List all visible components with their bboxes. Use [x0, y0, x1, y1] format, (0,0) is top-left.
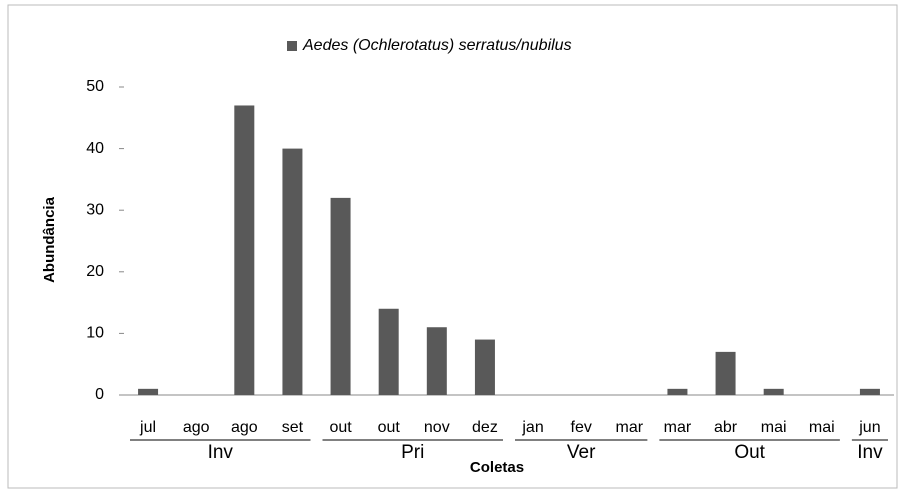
- x-tick-label: ago: [183, 419, 210, 436]
- x-tick-label: nov: [424, 419, 450, 436]
- y-tick-label: 40: [86, 140, 104, 157]
- bar: [474, 339, 495, 395]
- group-label: Ver: [567, 442, 596, 463]
- y-tick-label: 20: [86, 263, 104, 280]
- x-tick-label: fev: [571, 419, 592, 436]
- bar: [426, 327, 447, 395]
- y-tick-label: 0: [95, 386, 104, 403]
- y-tick-label: 50: [86, 78, 104, 95]
- bar: [234, 105, 255, 395]
- x-tick-label: jan: [521, 419, 543, 436]
- group-label: Out: [734, 442, 765, 463]
- y-axis-label: Abundância: [41, 196, 58, 282]
- chart-frame: [7, 4, 898, 489]
- x-tick-label: set: [282, 419, 304, 436]
- x-tick-label: out: [378, 419, 401, 436]
- legend-label: Aedes (Ochlerotatus) serratus/nubilus: [302, 37, 572, 54]
- x-tick-label: ago: [231, 419, 258, 436]
- bar: [715, 351, 736, 395]
- x-tick-label: abr: [714, 419, 738, 436]
- x-axis-label: Coletas: [470, 459, 524, 476]
- x-tick-label: jun: [858, 419, 880, 436]
- x-tick-label: mai: [761, 419, 787, 436]
- bar: [859, 388, 880, 395]
- y-tick-label: 30: [86, 201, 104, 218]
- group-label: Pri: [401, 442, 424, 463]
- x-tick-label: mai: [809, 419, 835, 436]
- x-tick-label: mar: [616, 419, 644, 436]
- bar: [282, 148, 303, 395]
- y-tick-label: 10: [86, 325, 104, 342]
- bar: [763, 388, 784, 395]
- x-tick-label: out: [329, 419, 352, 436]
- x-tick-label: mar: [664, 419, 692, 436]
- x-tick-label: jul: [139, 419, 156, 436]
- bar: [138, 388, 159, 395]
- legend-swatch: [287, 41, 297, 51]
- bar: [330, 197, 351, 395]
- x-tick-label: dez: [472, 419, 498, 436]
- bar: [378, 308, 399, 395]
- group-label: Inv: [208, 442, 234, 463]
- bar: [667, 388, 688, 395]
- group-label: Inv: [857, 442, 883, 463]
